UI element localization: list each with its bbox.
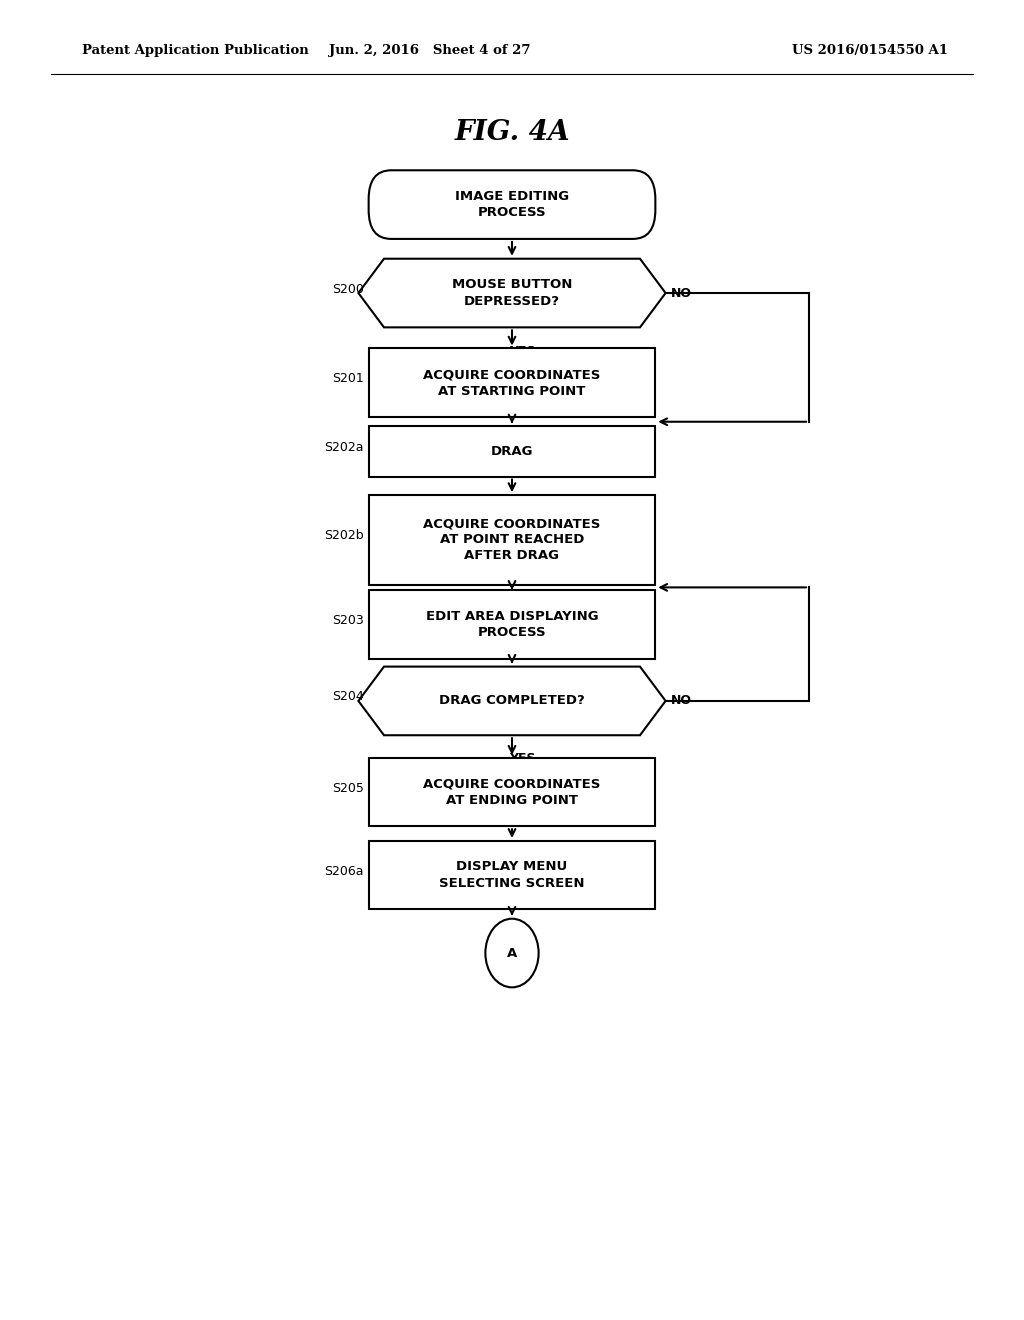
Bar (369, 758, 655, 826)
Text: ACQUIRE COORDINATES
AT POINT REACHED
AFTER DRAG: ACQUIRE COORDINATES AT POINT REACHED AFT… (423, 517, 601, 562)
Text: A: A (507, 946, 517, 960)
Bar (369, 348, 655, 417)
Text: ACQUIRE COORDINATES
AT ENDING POINT: ACQUIRE COORDINATES AT ENDING POINT (423, 777, 601, 807)
Text: S203: S203 (332, 614, 364, 627)
Circle shape (485, 919, 539, 987)
Text: YES: YES (509, 345, 536, 358)
Polygon shape (358, 667, 666, 735)
FancyBboxPatch shape (369, 170, 655, 239)
Text: Patent Application Publication: Patent Application Publication (82, 44, 308, 57)
Bar (369, 841, 655, 909)
Text: FIG. 4A: FIG. 4A (455, 119, 569, 145)
Text: EDIT AREA DISPLAYING
PROCESS: EDIT AREA DISPLAYING PROCESS (426, 610, 598, 639)
Text: DISPLAY MENU
SELECTING SCREEN: DISPLAY MENU SELECTING SCREEN (439, 861, 585, 890)
Text: DRAG: DRAG (490, 445, 534, 458)
Bar (369, 495, 655, 585)
Text: S204: S204 (332, 690, 364, 704)
Text: S202a: S202a (324, 441, 364, 454)
Text: US 2016/0154550 A1: US 2016/0154550 A1 (793, 44, 948, 57)
Bar (369, 426, 655, 477)
Bar (369, 590, 655, 659)
Text: S206a: S206a (324, 865, 364, 878)
Text: Jun. 2, 2016   Sheet 4 of 27: Jun. 2, 2016 Sheet 4 of 27 (330, 44, 530, 57)
Text: MOUSE BUTTON
DEPRESSED?: MOUSE BUTTON DEPRESSED? (452, 279, 572, 308)
Text: S201: S201 (332, 372, 364, 385)
Text: IMAGE EDITING
PROCESS: IMAGE EDITING PROCESS (455, 190, 569, 219)
Text: S200: S200 (332, 282, 364, 296)
Text: ACQUIRE COORDINATES
AT STARTING POINT: ACQUIRE COORDINATES AT STARTING POINT (423, 368, 601, 397)
Text: DRAG COMPLETED?: DRAG COMPLETED? (439, 694, 585, 708)
Polygon shape (358, 259, 666, 327)
Text: S202b: S202b (324, 529, 364, 543)
Text: S205: S205 (332, 781, 364, 795)
Text: YES: YES (509, 752, 536, 766)
Text: NO: NO (671, 694, 692, 708)
Text: NO: NO (671, 286, 692, 300)
